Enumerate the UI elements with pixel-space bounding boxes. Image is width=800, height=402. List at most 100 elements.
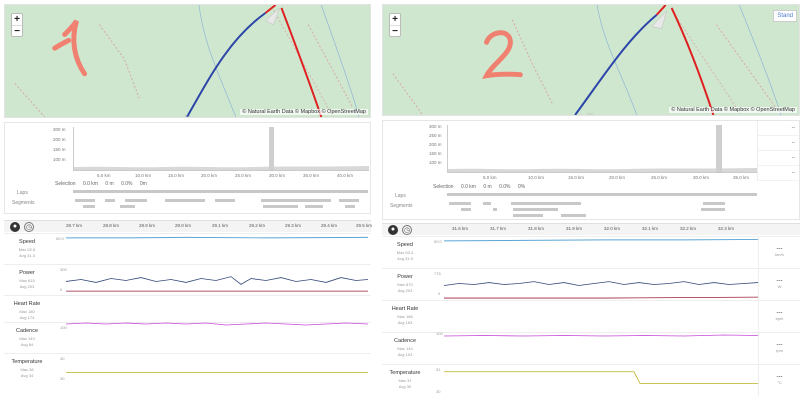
zoom-out-button[interactable]: − [12, 25, 22, 37]
metric-max: Max 38 [20, 367, 34, 372]
segment-bar[interactable] [339, 199, 359, 202]
route-line-blue [186, 12, 267, 117]
segment-bar[interactable] [703, 202, 725, 205]
distance-tick: 29.2 km [249, 223, 266, 228]
elevation-chart[interactable] [73, 127, 369, 171]
segment-bar[interactable] [701, 208, 725, 211]
elevation-x-tick: 10.0 km [135, 173, 152, 178]
laps-label: Laps [395, 193, 406, 199]
map-attribution[interactable]: © Natural Earth Data © Mapbox © OpenStre… [240, 109, 368, 115]
segment-bar[interactable] [105, 199, 115, 202]
zoom-control[interactable]: + − [11, 13, 23, 37]
segment-bar[interactable] [215, 199, 235, 202]
elevation-chart[interactable] [447, 125, 758, 173]
map-style-button[interactable]: Stand [773, 10, 797, 22]
speed-chart-row[interactable]: Speed Max 53.4 Avg 31.9 50.0 --- km/h [382, 236, 800, 268]
segment-bar[interactable] [483, 202, 491, 205]
route-line-red [655, 5, 667, 16]
segment-bar[interactable] [561, 214, 586, 217]
segment-bar[interactable] [461, 208, 471, 211]
segment-bar[interactable] [263, 205, 298, 208]
distance-tick: 28.7 km [66, 223, 83, 228]
metric-axis-top: 100 [436, 331, 443, 336]
overview-stats-panel: -- -- -- -- [757, 121, 799, 181]
metric-max: Max 143 [19, 336, 35, 341]
elevation-profile [74, 127, 369, 171]
segment-bar[interactable] [120, 205, 135, 208]
metric-avg: Avg 174 [19, 315, 35, 320]
temperature-chart-row[interactable]: Temperature Max 38 Avg 34 40 30 [4, 353, 371, 383]
distance-tick: 29.1 km [212, 223, 229, 228]
elevation-y-tick: 100 m [53, 157, 66, 162]
speed-line [444, 238, 758, 242]
segment-bar[interactable] [493, 208, 497, 211]
selection-elevation: 0 m [105, 181, 114, 187]
elevation-y-tick: 200 m [429, 142, 442, 147]
route-map[interactable]: + − © Natural Earth Data © Mapbox © Open… [4, 4, 371, 118]
elevation-x-tick: 30.0 km [269, 173, 286, 178]
panel-divider [375, 0, 380, 402]
speed-chart-row[interactable]: Speed Max 52.8 Avg 31.3 50.0 [4, 233, 371, 264]
readout-unit: rpm [776, 348, 783, 353]
metric-name: Cadence [393, 338, 417, 344]
selection-grade: 0.0% [121, 181, 133, 187]
distance-tick: 31.8 km [528, 226, 545, 231]
clock-icon[interactable]: ◷ [402, 225, 412, 235]
lap-bar[interactable] [73, 190, 368, 193]
position-marker [265, 7, 280, 25]
map-attribution[interactable]: © Natural Earth Data © Mapbox © OpenStre… [669, 107, 797, 113]
temperature-chart-row[interactable]: Temperature Max 31 Avg 30 31 30 --- °C [382, 364, 800, 396]
route-map[interactable]: + − Stand © Natural Earth Data © Mapbox … [382, 4, 800, 116]
metric-avg: Avg 31.9 [397, 256, 413, 261]
elevation-y-tick: 300 m [53, 127, 66, 132]
resize-handle[interactable]: ⋯ [184, 114, 191, 120]
elevation-overview: 300 m 250 m 200 m 150 m 100 m -- -- -- -… [382, 120, 800, 220]
segment-bar[interactable] [305, 205, 323, 208]
segment-bar[interactable] [449, 202, 471, 205]
zoom-in-button[interactable]: + [392, 14, 398, 25]
heart-rate-chart-row[interactable]: Heart Rate Max 186 Avg 163 --- bpm [382, 300, 800, 332]
metric-max: Max 180 [19, 309, 35, 314]
readout-unit: km/h [775, 252, 784, 257]
cadence-chart-row[interactable]: Cadence Max 143 Avg 84 100 [4, 322, 371, 353]
speed-line [66, 236, 368, 239]
elevation-x-tick: 35.0 km [733, 175, 750, 180]
metric-avg: Avg 31.3 [19, 253, 35, 258]
resize-handle[interactable]: ⋯ [587, 112, 593, 118]
cadence-chart-row[interactable]: Cadence Max 144 Avg 103 100 --- rpm [382, 331, 800, 364]
clock-icon[interactable]: ◷ [24, 222, 34, 232]
selection-summary: Selection 0.0 km 0 m 0.0% 0% [433, 184, 531, 190]
segment-bar[interactable] [513, 214, 543, 217]
segment-bar[interactable] [125, 199, 147, 202]
segment-bar[interactable] [513, 208, 558, 211]
segment-bar[interactable] [511, 202, 581, 205]
elevation-x-tick: 25.0 km [235, 173, 252, 178]
metric-name: Power [19, 270, 35, 276]
power-chart-row[interactable]: Power Max 870 Avg 203 775 0 --- W [382, 268, 800, 300]
distance-tick: 31.9 km [566, 226, 583, 231]
zoom-control[interactable]: + − [389, 13, 401, 37]
marker-icon[interactable]: ● [10, 222, 20, 232]
segment-bar[interactable] [165, 199, 205, 202]
cadence-line [66, 322, 368, 326]
segment-bar[interactable] [83, 205, 95, 208]
heart-rate-chart-row[interactable]: Heart Rate Max 180 Avg 174 [4, 295, 371, 326]
lap-bar[interactable] [447, 193, 757, 196]
segment-bar[interactable] [75, 199, 95, 202]
metric-avg: Avg 103 [397, 352, 413, 357]
readout-value: --- [776, 342, 783, 348]
zoom-in-button[interactable]: + [14, 14, 20, 25]
zoom-out-button[interactable]: − [390, 25, 400, 37]
power-chart-row[interactable]: Power Max 815 Avg 203 300 0 [4, 264, 371, 295]
distance-tick: 29.3 km [285, 223, 302, 228]
metric-max: Max 31 [398, 378, 412, 383]
segment-bar[interactable] [345, 205, 355, 208]
overview-stat: -- [758, 136, 799, 151]
selection-label: Selection [433, 184, 454, 190]
marker-icon[interactable]: ● [388, 225, 398, 235]
metric-max: Max 52.8 [18, 247, 36, 252]
map-terrain-lines [392, 5, 782, 115]
segments-label: Segments [12, 200, 35, 206]
right-screenshot-panel: + − Stand © Natural Earth Data © Mapbox … [380, 0, 800, 402]
segment-bar[interactable] [261, 199, 331, 202]
